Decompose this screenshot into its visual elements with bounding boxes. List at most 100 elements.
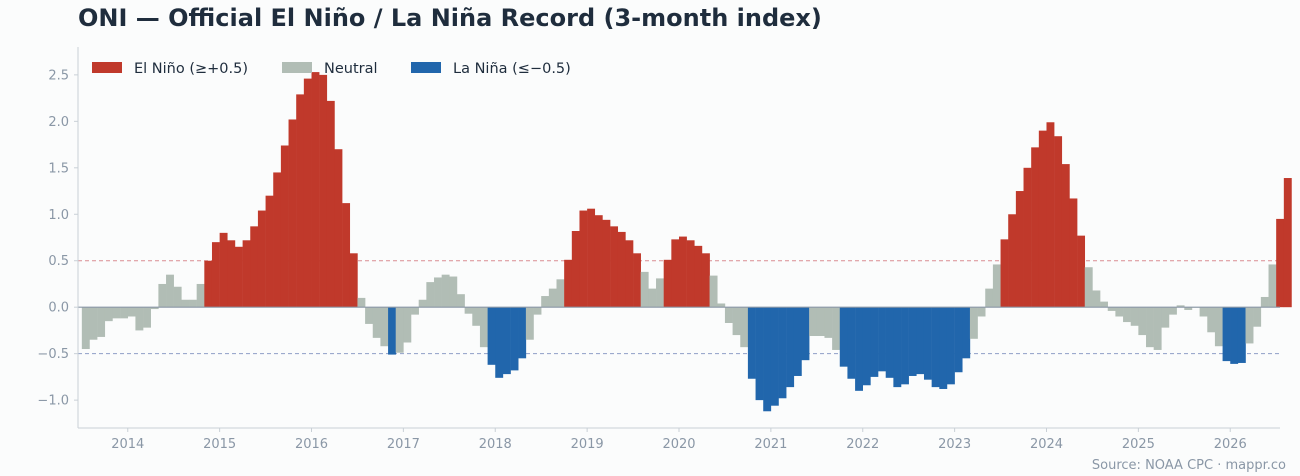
oni-bar — [227, 240, 236, 308]
y-tick-label: −0.5 — [37, 347, 69, 362]
x-tick-label: 2023 — [938, 437, 971, 452]
x-tick-label: 2024 — [1030, 437, 1063, 452]
oni-bar — [150, 307, 159, 310]
oni-bar — [1214, 307, 1223, 347]
oni-bar — [893, 307, 902, 388]
oni-bar — [112, 307, 121, 319]
x-tick-label: 2019 — [571, 437, 604, 452]
y-tick-label: 2.5 — [48, 68, 69, 83]
oni-bar — [992, 264, 1001, 308]
y-tick-label: −1.0 — [37, 394, 69, 409]
oni-bar — [189, 299, 197, 308]
oni-bar — [242, 240, 251, 308]
x-tick-label: 2016 — [295, 437, 328, 452]
oni-bar — [571, 231, 580, 308]
oni-bar — [196, 283, 205, 308]
oni-bar — [311, 72, 320, 308]
oni-bar — [234, 246, 243, 308]
oni-bar — [564, 259, 573, 308]
oni-bar — [479, 307, 488, 348]
oni-bar — [120, 307, 129, 319]
oni-bar — [257, 210, 266, 308]
oni-bar — [916, 307, 925, 375]
oni-bar — [1153, 307, 1162, 350]
oni-bar — [602, 219, 611, 308]
x-tick-label: 2022 — [846, 437, 879, 452]
oni-bar — [1054, 136, 1063, 308]
oni-bar — [273, 172, 282, 308]
oni-bar — [732, 307, 741, 336]
oni-bar — [977, 307, 986, 317]
oni-bar — [280, 145, 289, 308]
oni-bar — [418, 299, 427, 308]
oni-bar — [265, 195, 274, 308]
oni-bar — [747, 307, 756, 379]
oni-bar — [709, 275, 718, 308]
oni-bar — [1199, 307, 1208, 317]
x-tick-label: 2021 — [754, 437, 787, 452]
y-tick-label: 0.0 — [48, 301, 69, 316]
oni-bar — [1038, 130, 1047, 308]
oni-bar — [1268, 264, 1277, 308]
oni-bar — [1031, 147, 1040, 308]
oni-bar — [885, 307, 894, 378]
oni-bar — [1061, 164, 1070, 308]
oni-bar — [426, 282, 435, 308]
oni-bar — [1008, 214, 1017, 308]
oni-bar — [143, 307, 151, 328]
oni-bar — [923, 307, 932, 380]
oni-bar — [472, 307, 481, 326]
la-nina-legend-label: La Niña (≤−0.5) — [453, 61, 571, 77]
oni-bar — [1115, 307, 1124, 317]
oni-bar — [250, 226, 259, 308]
oni-bar — [449, 276, 458, 308]
oni-bar — [464, 307, 473, 314]
oni-bar — [1283, 178, 1292, 308]
oni-bar — [525, 307, 534, 340]
oni-bar — [411, 307, 419, 315]
oni-bar — [755, 307, 764, 401]
oni-bar — [740, 307, 749, 348]
oni-bar — [342, 203, 351, 308]
oni-bar — [1161, 307, 1170, 328]
oni-bar — [931, 307, 940, 388]
oni-bar — [495, 307, 504, 378]
oni-bar — [365, 307, 374, 324]
x-tick-label: 2015 — [203, 437, 236, 452]
oni-bar — [556, 279, 565, 308]
oni-bar — [357, 297, 366, 308]
oni-bar — [1184, 307, 1193, 310]
oni-bar — [533, 307, 542, 315]
oni-bar — [541, 296, 550, 308]
oni-bar — [954, 307, 963, 373]
oni-bar — [962, 307, 971, 359]
oni-bar — [908, 307, 917, 376]
oni-bar — [946, 307, 955, 385]
oni-bar — [158, 283, 167, 308]
oni-bar — [434, 277, 442, 308]
oni-bar — [901, 307, 909, 385]
oni-bar — [127, 307, 136, 317]
oni-bar — [181, 299, 190, 308]
oni-bar — [724, 307, 733, 323]
oni-bar — [801, 307, 810, 361]
oni-bar — [1138, 307, 1147, 336]
oni-bar — [1207, 307, 1216, 333]
oni-bar — [717, 303, 726, 308]
oni-bar — [648, 288, 657, 308]
oni-bar — [456, 294, 465, 308]
oni-bar — [1107, 307, 1116, 311]
la-nina-legend-swatch — [411, 62, 441, 73]
oni-bar — [380, 307, 389, 347]
oni-bar — [694, 245, 703, 308]
oni-bar — [403, 307, 412, 343]
oni-bar — [487, 307, 496, 365]
oni-bar — [296, 94, 305, 308]
oni-bar — [1130, 307, 1139, 326]
oni-bar — [372, 307, 381, 338]
oni-bar — [855, 307, 863, 391]
axes: −1.0 −0.5 0.0 0.5 1.0 1.5 2.0 2.5 2014 2015 2016 20… — [37, 47, 1280, 452]
oni-bar — [135, 307, 144, 331]
y-tick-label: 0.5 — [48, 254, 69, 269]
